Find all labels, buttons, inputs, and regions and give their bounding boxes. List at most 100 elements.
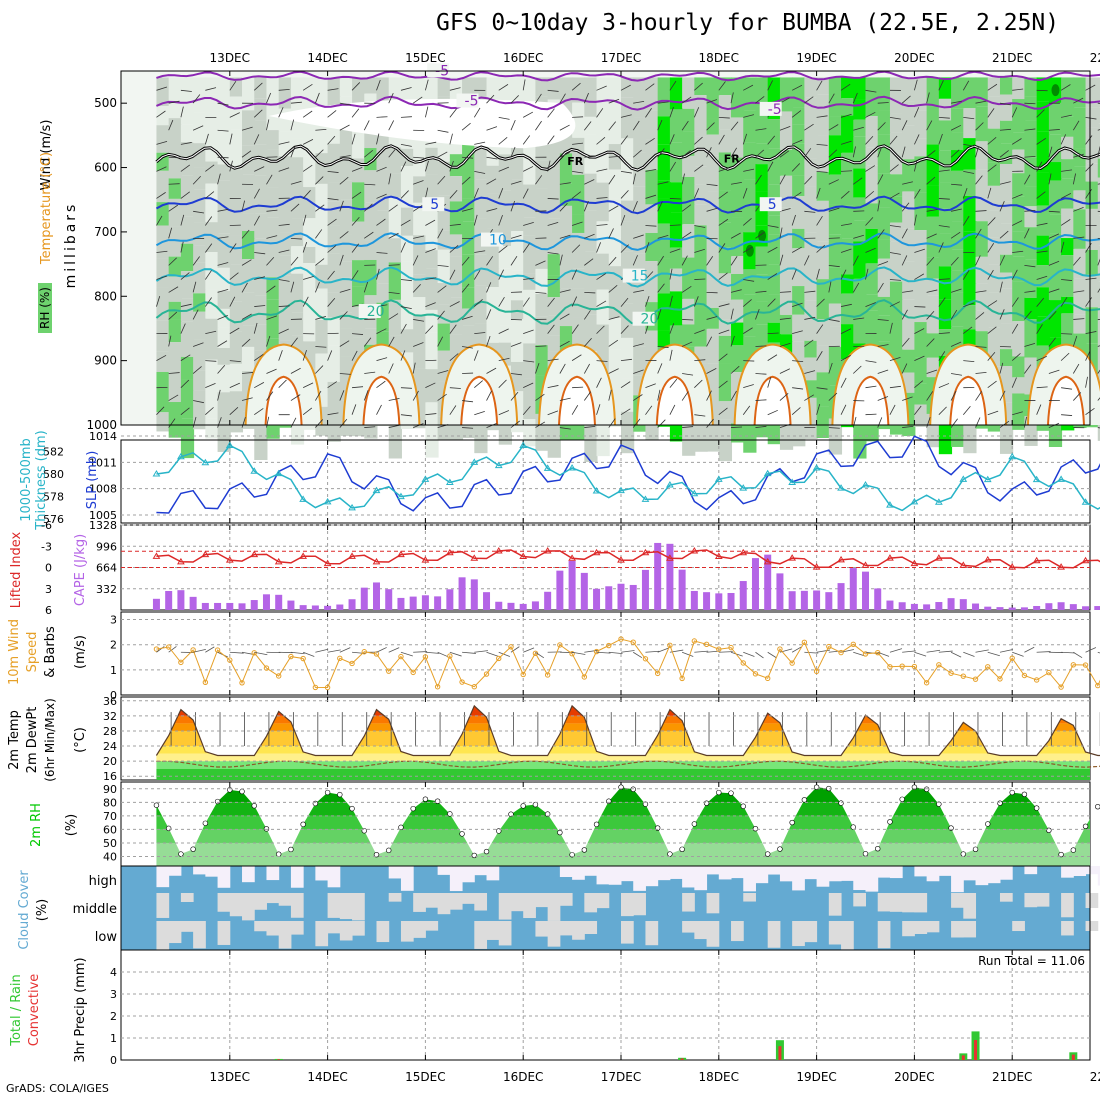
rh-shading-cell: [547, 254, 561, 276]
wind-barb: [816, 268, 820, 280]
wind-barb: [290, 256, 299, 266]
rh-shading-cell: [1085, 208, 1099, 250]
rh-shading-cell: [315, 353, 329, 371]
rh-point: [300, 821, 306, 828]
lifted-index-line-point: [861, 561, 870, 568]
rh-shading-cell: [266, 103, 280, 131]
wind-barb: [632, 201, 638, 212]
wind-barb: [633, 101, 645, 104]
wind-barb: [682, 426, 694, 428]
cloud-gap-cell: [217, 866, 231, 888]
wind-barb: [290, 101, 302, 104]
rh-point: [569, 852, 575, 858]
wind-barb-10m: [938, 650, 953, 653]
wind-barb: [559, 340, 570, 347]
cape-tick-label: 996: [96, 540, 117, 553]
cloud-gap-cell: [999, 866, 1013, 880]
wind-barb: [180, 354, 191, 361]
cloud-gap-cell: [1012, 921, 1025, 932]
rh-shading-cell: [376, 135, 390, 170]
cape-bar: [605, 586, 613, 610]
wind-barb: [632, 173, 636, 185]
cape-bar: [764, 554, 772, 610]
wind-barb: [804, 176, 813, 185]
contour-label: 20: [641, 312, 659, 328]
wind-barb: [315, 419, 324, 428]
cloud-gap-cell: [877, 893, 891, 912]
wind-barb: [804, 339, 814, 347]
lifted-index-line-point: [934, 554, 943, 561]
rh-shading-cell: [364, 170, 378, 203]
rh-shading-cell: [779, 270, 794, 291]
rh-shading-cell: [963, 77, 977, 109]
rh-shading-cell: [792, 248, 806, 287]
rh-shading-cell: [388, 262, 402, 300]
rh-shading-cell: [535, 268, 549, 294]
cloud-gap-cell: [938, 866, 952, 876]
rh-shading-cell: [339, 234, 354, 262]
wind-barb: [877, 319, 889, 321]
wind-barb: [767, 298, 776, 307]
wind-barb: [486, 208, 498, 212]
wind-barb: [535, 345, 547, 347]
rh-point: [667, 851, 673, 857]
wind-barb: [1036, 109, 1045, 118]
wind-barb-10m: [425, 651, 440, 654]
rh-shading-cell: [804, 300, 818, 341]
wind-barb: [535, 175, 543, 185]
wind-barb: [352, 333, 364, 335]
wind-barb: [669, 323, 675, 334]
wind-barb: [877, 174, 884, 185]
rh-shading-cell: [767, 215, 781, 235]
cloud-gap-cell: [352, 893, 365, 921]
rh-shading-cell: [743, 419, 757, 453]
rh-shading-cell: [902, 191, 916, 229]
rh-point: [324, 789, 331, 796]
wind-barb: [1061, 169, 1073, 172]
wind-barb: [363, 337, 372, 347]
wind-barb: [388, 397, 400, 401]
rh-shading-cell: [975, 169, 989, 199]
wind-barb: [1085, 350, 1091, 361]
rh-shading-cell: [205, 341, 219, 360]
rh-shading-cell: [217, 164, 231, 181]
cloud-gap-cell: [1073, 866, 1087, 877]
wind-barb: [168, 394, 179, 401]
wind-barb: [1012, 194, 1023, 199]
rh-shading-cell: [621, 200, 635, 222]
wind-barb: [388, 363, 394, 374]
wind-barb: [217, 289, 229, 293]
cape-bar: [214, 602, 222, 610]
rh-shading-cell: [1012, 321, 1026, 357]
rh-shading-cell: [547, 424, 561, 458]
rh-shading-cell: [339, 180, 354, 200]
wind-barb: [1048, 260, 1060, 266]
rh-shading-cell: [413, 297, 427, 315]
wind-barb: [755, 345, 767, 347]
cloud-gap-cell: [266, 866, 280, 881]
wind-barb: [327, 171, 339, 173]
lifted-index-label: Lifted Index: [9, 531, 24, 608]
wind-speed-point: [801, 639, 808, 646]
wind-barb: [449, 108, 457, 118]
rh-shading-cell: [449, 154, 464, 177]
rh-point: [483, 848, 490, 855]
rh-shading-cell: [938, 299, 953, 330]
wind-barb: [400, 323, 407, 334]
wind-speed-point: [349, 660, 355, 667]
rh-shading-cell: [718, 401, 733, 420]
wind-barb: [694, 136, 703, 145]
rh-shading-cell: [498, 325, 512, 343]
cloud-gap-cell: [547, 893, 561, 921]
wind-barb: [327, 198, 339, 201]
wind-barb: [975, 175, 983, 185]
rh-shading-cell: [229, 129, 244, 170]
wind-barb: [669, 198, 681, 200]
rh-shading-cell: [669, 182, 684, 213]
rh-point: [1021, 791, 1028, 798]
rh-shading-cell: [584, 210, 598, 252]
wind-barb: [669, 134, 675, 145]
cape-bar: [629, 584, 637, 610]
rh-shading-cell: [987, 128, 1001, 163]
wind-barb: [363, 120, 370, 131]
